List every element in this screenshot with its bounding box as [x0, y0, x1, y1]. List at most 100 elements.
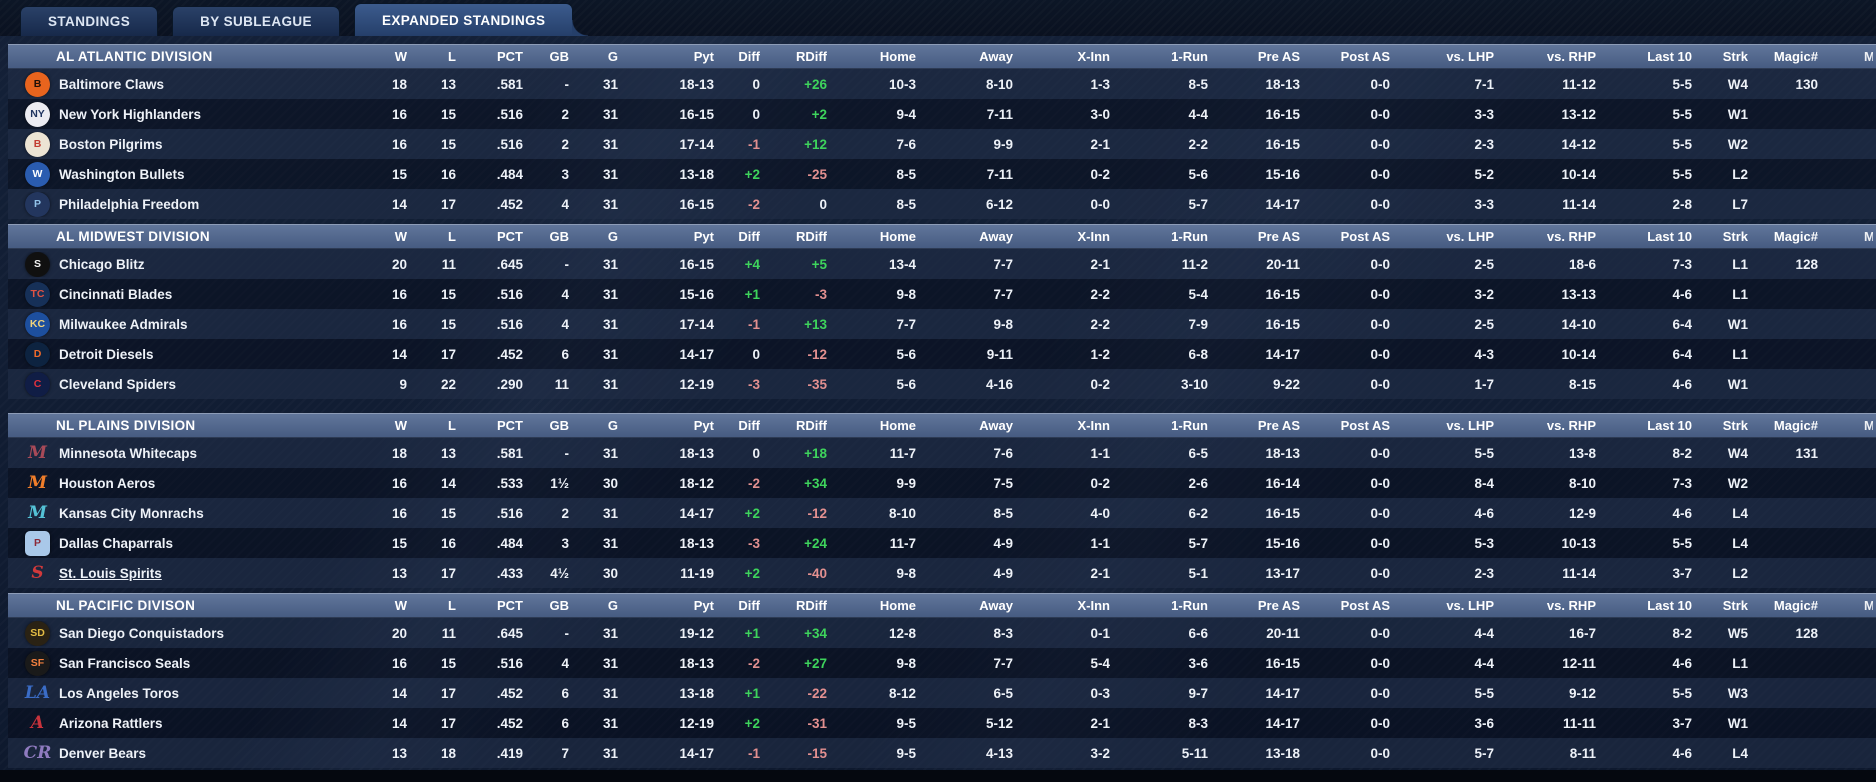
stat-cell: +1: [744, 685, 760, 701]
tab-by-subleague[interactable]: BY SUBLEAGUE: [172, 6, 340, 36]
stat-cell: 16-15: [1265, 106, 1300, 122]
team-link[interactable]: Philadelphia Freedom: [59, 196, 200, 212]
stat-cell: 6: [561, 715, 569, 731]
column-header: Strk: [1722, 598, 1748, 613]
stat-cell: -1: [747, 316, 760, 332]
team-link[interactable]: San Diego Conquistadors: [59, 625, 225, 641]
stat-cell: 5-6: [896, 376, 916, 392]
team-link[interactable]: Denver Bears: [59, 745, 147, 761]
stat-cell: 5-5: [1474, 445, 1494, 461]
stat-cell: L1: [1732, 655, 1748, 671]
column-header: X-Inn: [1077, 598, 1111, 613]
stat-cell: 0-1: [1090, 625, 1110, 641]
team-row: SF San Francisco Seals 16 15 .516 4 31 18-13 -2 +…: [8, 648, 1876, 678]
stat-cell: 15: [440, 136, 456, 152]
stat-cell: 16: [391, 505, 407, 521]
team-link[interactable]: St. Louis Spirits: [59, 565, 162, 581]
stat-cell: 31: [602, 196, 618, 212]
tab-standings[interactable]: STANDINGS: [20, 6, 159, 36]
stat-cell: 12-19: [679, 376, 714, 392]
team-cell: NY New York Highlanders: [8, 101, 360, 127]
stat-cell: 14-17: [679, 346, 714, 362]
team-link[interactable]: Minnesota Whitecaps: [59, 445, 198, 461]
stat-cell: 2: [561, 505, 569, 521]
stat-cell: 10-14: [1561, 166, 1596, 182]
stat-cell: +2: [744, 166, 760, 182]
column-header: Away: [979, 418, 1013, 433]
stat-cell: 13-8: [1568, 445, 1596, 461]
stat-cell: -2: [747, 196, 760, 212]
stat-cell: 15: [440, 505, 456, 521]
stat-cell: 7: [561, 745, 569, 761]
stat-cell: 11: [441, 625, 456, 641]
stat-cell: 7-11: [986, 166, 1013, 182]
stat-cell: 31: [602, 505, 618, 521]
team-link[interactable]: San Francisco Seals: [59, 655, 191, 671]
stat-cell: 15: [440, 655, 456, 671]
team-link[interactable]: Boston Pilgrims: [59, 136, 163, 152]
team-link[interactable]: Detroit Diesels: [59, 346, 154, 362]
team-cell: CR Denver Bears: [8, 741, 360, 766]
team-link[interactable]: Arizona Rattlers: [59, 715, 163, 731]
team-link[interactable]: Houston Aeros: [59, 475, 156, 491]
clipped-edge-text: M: [1864, 598, 1873, 613]
stat-cell: 12-19: [679, 715, 714, 731]
column-header: X-Inn: [1077, 418, 1111, 433]
team-link[interactable]: Dallas Chaparrals: [59, 535, 174, 551]
column-header: 1-Run: [1171, 598, 1208, 613]
team-link[interactable]: Milwaukee Admirals: [59, 316, 188, 332]
team-cell: SD San Diego Conquistadors: [8, 620, 360, 646]
column-header: 1-Run: [1171, 229, 1208, 244]
stat-cell: L2: [1732, 565, 1748, 581]
stat-cell: 13-13: [1561, 286, 1596, 302]
team-logo-icon: M: [28, 443, 47, 463]
stat-cell: 9-8: [896, 655, 916, 671]
stat-cell: 0: [752, 346, 760, 362]
team-row: C Cleveland Spiders 9 22 .290 11 31 12-19 -3 -35 5…: [8, 369, 1876, 399]
stat-cell: 16: [440, 166, 456, 182]
stat-cell: 8-5: [896, 196, 916, 212]
stat-cell: 16-15: [1265, 286, 1300, 302]
team-link[interactable]: Baltimore Claws: [59, 76, 165, 92]
column-header: Post AS: [1340, 229, 1390, 244]
stat-cell: 18-13: [679, 655, 714, 671]
stat-cell: 14: [391, 346, 407, 362]
stat-cell: 9-22: [1272, 376, 1300, 392]
team-link[interactable]: Los Angeles Toros: [59, 685, 180, 701]
stat-cell: 16-15: [679, 256, 714, 272]
stat-cell: 5-5: [1474, 685, 1494, 701]
stat-cell: .433: [496, 565, 523, 581]
stat-cell: 5-7: [1188, 196, 1208, 212]
team-logo-icon: B: [25, 131, 50, 157]
stat-cell: 15-16: [1265, 535, 1300, 551]
stat-cell: 2-6: [1188, 475, 1208, 491]
team-link[interactable]: Washington Bullets: [59, 166, 185, 182]
stat-cell: 13: [391, 745, 407, 761]
team-link[interactable]: Cincinnati Blades: [59, 286, 173, 302]
stat-cell: 13: [440, 445, 456, 461]
team-link[interactable]: Cleveland Spiders: [59, 376, 177, 392]
team-logo-icon: A: [30, 713, 45, 733]
stat-cell: W4: [1727, 445, 1748, 461]
stat-cell: 10-3: [888, 76, 916, 92]
stat-cell: 31: [602, 715, 618, 731]
stat-cell: 7-7: [993, 256, 1013, 272]
stat-cell: 16: [440, 535, 456, 551]
stat-cell: 9-5: [896, 715, 916, 731]
team-link[interactable]: Kansas City Monrachs: [59, 505, 204, 521]
stat-cell: L4: [1732, 505, 1748, 521]
stat-cell: .516: [496, 106, 523, 122]
stat-cell: 13-4: [888, 256, 916, 272]
stat-cell: 7-5: [993, 475, 1013, 491]
division-section: NL PACIFIC DIVISON W L PCT GB G Pyt Diff RDiff Ho…: [8, 593, 1876, 768]
team-row: P Dallas Chaparrals 15 16 .484 3 31 18-13 -3 +24 1…: [8, 528, 1876, 558]
team-row: KC Milwaukee Admirals 16 15 .516 4 31 17-14 -1 +1…: [8, 309, 1876, 339]
team-link[interactable]: Chicago Blitz: [59, 256, 145, 272]
team-link[interactable]: New York Highlanders: [59, 106, 202, 122]
stat-cell: 5-1: [1188, 565, 1208, 581]
stat-cell: 6-12: [985, 196, 1013, 212]
team-cell: B Boston Pilgrims: [8, 131, 360, 157]
tab-expanded-standings[interactable]: EXPANDED STANDINGS: [353, 3, 589, 36]
column-header: GB: [549, 598, 570, 613]
stat-cell: 5-3: [1474, 535, 1494, 551]
